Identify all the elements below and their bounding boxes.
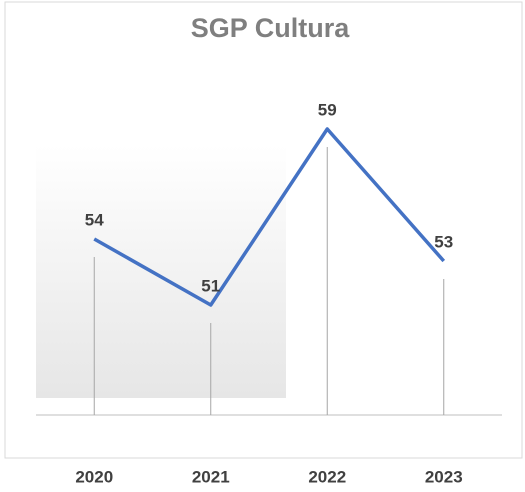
data-label: 59 — [318, 100, 337, 119]
chart-title: SGP Cultura — [191, 13, 351, 43]
plot-shade — [36, 145, 286, 398]
chart-border — [4, 1, 523, 459]
data-label: 51 — [201, 276, 220, 295]
data-label: 54 — [85, 210, 104, 229]
data-label: 53 — [434, 232, 453, 251]
x-tick-label: 2021 — [192, 467, 230, 486]
x-tick-label: 2023 — [425, 467, 463, 486]
data-line — [93, 127, 446, 307]
x-tick-label: 2020 — [75, 467, 113, 486]
x-tick-label: 2022 — [308, 467, 346, 486]
